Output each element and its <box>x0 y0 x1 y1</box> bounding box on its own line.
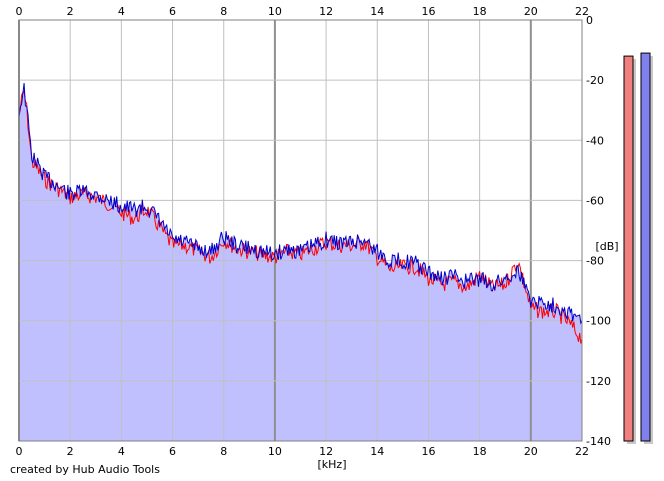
x-tick-label: 14 <box>370 445 384 458</box>
level-meters <box>623 52 653 444</box>
x-tick-label: 6 <box>169 5 176 18</box>
y-tick-label: -80 <box>586 255 604 268</box>
x-tick-label: 12 <box>319 5 333 18</box>
x-axis-label: [kHz] <box>318 458 347 471</box>
y-axis-label: [dB] <box>595 240 618 253</box>
y-tick-label: -40 <box>586 134 604 147</box>
y-tick-label: -140 <box>586 435 611 448</box>
credit-text: created by Hub Audio Tools <box>10 463 160 476</box>
x-tick-label: 2 <box>67 445 74 458</box>
y-tick-label: -120 <box>586 375 611 388</box>
x-tick-labels-bottom: 0 2 4 6 8 10 12 14 16 18 20 22 <box>16 445 590 458</box>
x-tick-label: 4 <box>118 445 125 458</box>
x-tick-labels-top: 0 2 4 6 8 10 12 14 16 18 20 22 <box>16 5 590 18</box>
x-tick-label: 2 <box>67 5 74 18</box>
x-tick-label: 20 <box>524 5 538 18</box>
spectrum-area <box>19 83 582 441</box>
x-tick-label: 8 <box>220 5 227 18</box>
x-tick-label: 22 <box>575 445 589 458</box>
grid-lines <box>18 19 583 442</box>
x-tick-label: 16 <box>421 445 435 458</box>
right-channel-line <box>18 83 583 325</box>
x-tick-label: 12 <box>319 445 333 458</box>
x-tick-label: 20 <box>524 445 538 458</box>
x-tick-label: 10 <box>268 445 282 458</box>
x-tick-label: 8 <box>220 445 227 458</box>
x-tick-label: 18 <box>473 5 487 18</box>
y-tick-label: -100 <box>586 315 611 328</box>
x-tick-label: 0 <box>16 5 23 18</box>
x-tick-label: 22 <box>575 5 589 18</box>
x-tick-label: 16 <box>421 5 435 18</box>
right-level-meter <box>640 52 651 442</box>
x-tick-label: 6 <box>169 445 176 458</box>
y-tick-label: -20 <box>586 74 604 87</box>
x-tick-label: 0 <box>16 445 23 458</box>
x-tick-label: 4 <box>118 5 125 18</box>
y-tick-label: -60 <box>586 194 604 207</box>
x-tick-label: 14 <box>370 5 384 18</box>
plot-frame <box>18 19 583 442</box>
y-tick-labels: 0 -20 -40 -60 -80 -100 -120 -140 <box>586 14 611 448</box>
left-level-meter <box>623 55 634 442</box>
x-tick-label: 10 <box>268 5 282 18</box>
y-tick-label: 0 <box>586 14 593 27</box>
x-tick-label: 18 <box>473 445 487 458</box>
